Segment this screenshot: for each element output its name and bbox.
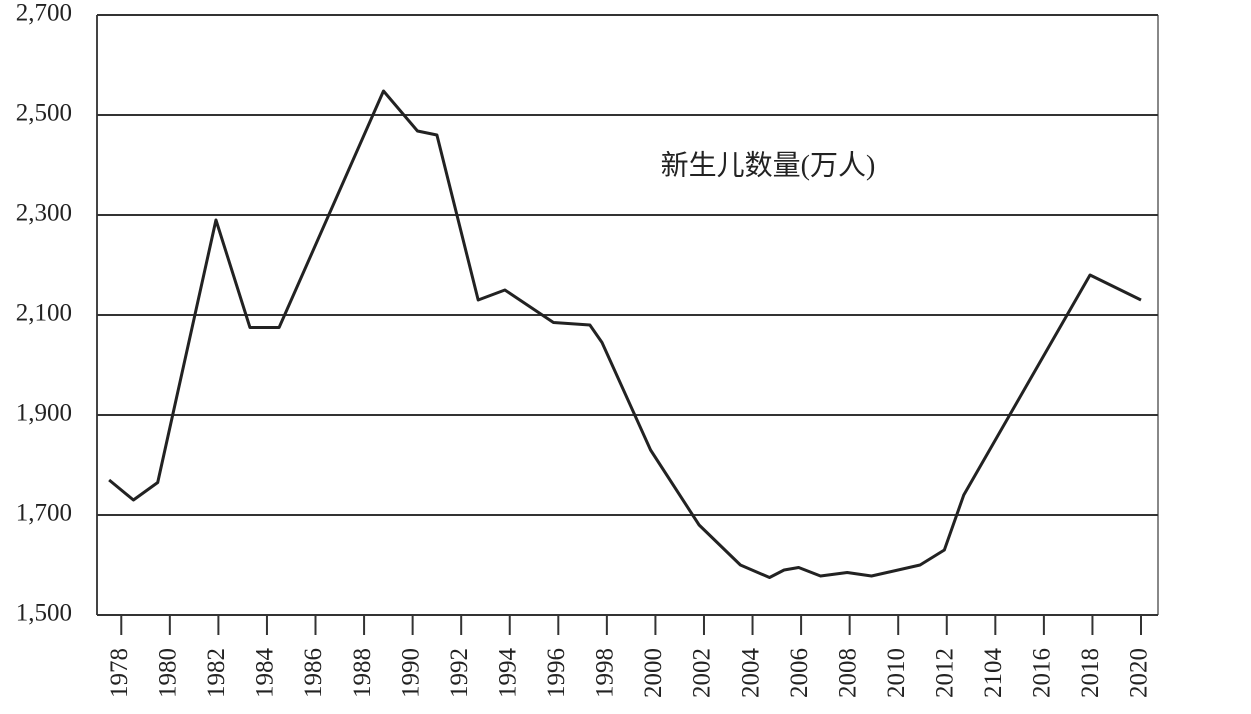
y-tick-label: 2,100 [16,300,72,327]
x-tick-label: 2018 [1077,648,1104,698]
x-tick-label: 2006 [786,648,813,698]
x-tick-label: 1992 [446,648,473,698]
x-tick-label: 2002 [689,648,716,698]
annotation: 新生儿数量(万人) [661,149,876,181]
x-tick-label: 1998 [592,648,619,698]
y-tick-label: 2,500 [16,100,72,127]
x-tick-label: 2020 [1126,648,1153,698]
x-tick-label: 2016 [1029,648,1056,698]
x-tick-label: 2008 [834,648,861,698]
y-tick-label: 1,700 [16,500,72,527]
x-tick-label: 2104 [980,648,1007,699]
x-tick-label: 2012 [932,648,959,698]
x-tick-label: 1982 [203,648,230,698]
x-tick-label: 1986 [300,648,327,698]
y-tick-label: 2,300 [16,200,72,227]
x-tick-label: 1994 [494,648,521,699]
x-tick-label: 2010 [883,648,910,698]
y-tick-label: 1,900 [16,400,72,427]
x-tick-label: 1988 [349,648,376,698]
x-tick-label: 2000 [640,648,667,698]
y-tick-label: 1,500 [16,600,72,627]
y-tick-label: 2,700 [16,0,72,27]
x-tick-label: 1978 [106,648,133,698]
x-tick-label: 1984 [252,648,279,699]
x-tick-label: 2004 [737,648,764,699]
x-tick-label: 1996 [543,648,570,698]
data-line [108,89,1142,579]
x-tick-label: 1990 [397,648,424,698]
x-tick-label: 1980 [155,648,182,698]
